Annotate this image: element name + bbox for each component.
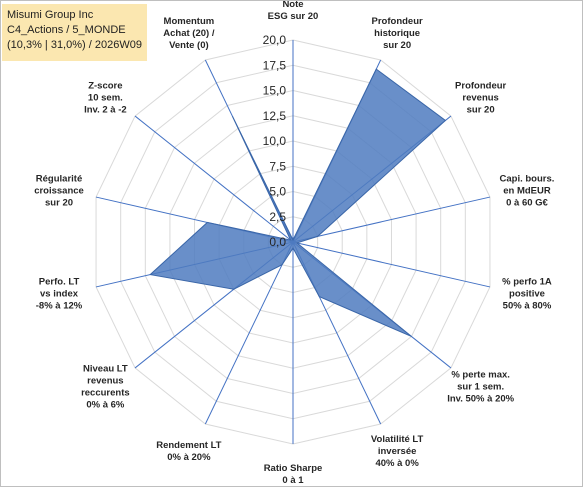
- axis-spoke: [134, 115, 294, 243]
- axis-label: Volatilité LT inversée 40% à 0%: [371, 434, 424, 469]
- axis-label: Profondeur historique sur 20: [372, 16, 423, 51]
- axis-spoke: [292, 241, 491, 288]
- axis-label: Note ESG sur 20: [268, 1, 319, 22]
- axis-label: Perfo. LT vs index -8% à 12%: [36, 277, 83, 312]
- axis-label: Niveau LT revenus reccurents 0% à 6%: [81, 364, 130, 411]
- tick-label: 10,0: [263, 134, 287, 148]
- axis-label: Momentum Achat (20) / Vente (0): [163, 16, 215, 51]
- tick-label: 7,5: [269, 159, 286, 173]
- axis-label: Ratio Sharpe 0 à 1: [264, 463, 323, 486]
- tick-label: 5,0: [269, 185, 286, 199]
- tick-label: 2,5: [269, 210, 286, 224]
- axis-label: Profondeur revenus sur 20: [455, 80, 506, 115]
- axis-spoke: [204, 241, 294, 425]
- tick-label: 20,0: [263, 33, 287, 47]
- axis-label: Z-score 10 sem. Inv. 2 à -2: [84, 80, 127, 115]
- chart-title-line-2: C4_Actions / 5_MONDE: [7, 24, 126, 36]
- axis-label: Capi. bours. en MdEUR 0 à 60 G€: [500, 173, 555, 208]
- axis-label: % perte max. sur 1 sem. Inv. 50% à 20%: [447, 370, 514, 405]
- tick-label: 17,5: [263, 58, 287, 72]
- data-series-area: [149, 68, 447, 337]
- tick-label: 12,5: [263, 109, 287, 123]
- chart-title-line-3: (10,3% | 31,0%) / 2026W09: [7, 39, 142, 51]
- tick-label: 0,0: [269, 235, 286, 249]
- axis-label: Rendement LT 0% à 20%: [156, 440, 221, 463]
- tick-label: 15,0: [263, 84, 287, 98]
- axis-spoke: [292, 196, 491, 243]
- chart-title-line-1: Misumi Group Inc: [7, 9, 94, 21]
- chart-title-box: Misumi Group Inc C4_Actions / 5_MONDE (1…: [2, 4, 147, 61]
- axis-label: Régularité croissance sur 20: [34, 173, 84, 208]
- axis-label: % perfo 1A positive 50% à 80%: [502, 277, 552, 312]
